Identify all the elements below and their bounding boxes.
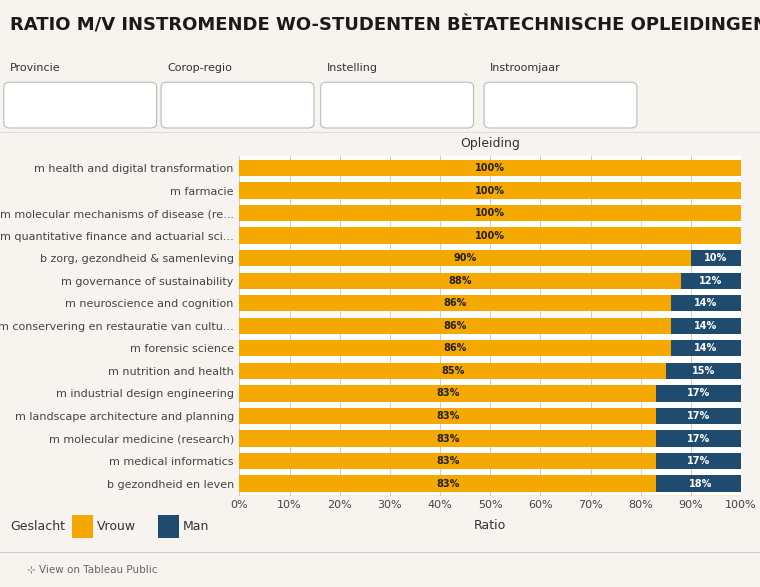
Bar xyxy=(239,430,656,447)
Text: 86%: 86% xyxy=(443,343,467,353)
Text: 85%: 85% xyxy=(441,366,464,376)
Bar xyxy=(239,340,671,356)
Text: 83%: 83% xyxy=(436,389,459,399)
Bar xyxy=(671,340,741,356)
Text: RATIO M/V INSTROMENDE WO-STUDENTEN BÈTATECHNISCHE OPLEIDINGEN: RATIO M/V INSTROMENDE WO-STUDENTEN BÈTAT… xyxy=(10,16,760,35)
Bar xyxy=(666,363,741,379)
Text: 14%: 14% xyxy=(695,321,717,331)
X-axis label: Ratio: Ratio xyxy=(474,518,506,531)
Text: 2023/24: 2023/24 xyxy=(498,100,544,110)
Text: ▼: ▼ xyxy=(294,100,301,110)
Bar xyxy=(239,363,666,379)
Text: Man: Man xyxy=(183,520,210,533)
Text: 100%: 100% xyxy=(475,231,505,241)
Bar xyxy=(239,160,741,176)
Bar xyxy=(239,475,656,492)
Bar xyxy=(239,408,656,424)
Bar xyxy=(671,318,741,334)
Text: 14%: 14% xyxy=(695,343,717,353)
Text: 12%: 12% xyxy=(699,276,723,286)
Bar xyxy=(656,453,741,469)
Text: 86%: 86% xyxy=(443,298,467,308)
Text: 15%: 15% xyxy=(692,366,715,376)
Bar xyxy=(656,385,741,402)
Text: (All): (All) xyxy=(175,100,198,110)
Bar xyxy=(656,430,741,447)
Text: Provincie: Provincie xyxy=(10,63,61,73)
Text: 83%: 83% xyxy=(436,478,459,488)
Text: 83%: 83% xyxy=(436,456,459,466)
Bar xyxy=(239,205,741,221)
Bar xyxy=(239,453,656,469)
Text: 17%: 17% xyxy=(687,389,710,399)
Text: ⊹ View on Tableau Public: ⊹ View on Tableau Public xyxy=(27,564,157,575)
Text: Vrouw: Vrouw xyxy=(97,520,136,533)
Title: Opleiding: Opleiding xyxy=(461,137,520,150)
Bar xyxy=(239,250,691,266)
Text: Corop-regio: Corop-regio xyxy=(167,63,232,73)
Text: 83%: 83% xyxy=(436,434,459,444)
Text: 100%: 100% xyxy=(475,163,505,173)
Text: 90%: 90% xyxy=(454,253,477,263)
Bar xyxy=(656,408,741,424)
Text: Instroomjaar: Instroomjaar xyxy=(490,63,561,73)
Text: Instelling: Instelling xyxy=(327,63,378,73)
Text: 17%: 17% xyxy=(687,434,710,444)
Text: 83%: 83% xyxy=(436,411,459,421)
Text: 18%: 18% xyxy=(689,478,713,488)
Text: 100%: 100% xyxy=(475,185,505,195)
Text: 86%: 86% xyxy=(443,321,467,331)
Text: ▼: ▼ xyxy=(617,100,624,110)
Bar xyxy=(239,385,656,402)
Text: 100%: 100% xyxy=(475,208,505,218)
Bar xyxy=(239,228,741,244)
Text: 10%: 10% xyxy=(705,253,727,263)
Bar xyxy=(239,318,671,334)
Bar xyxy=(239,272,681,289)
Text: 14%: 14% xyxy=(695,298,717,308)
Text: ▼: ▼ xyxy=(137,100,144,110)
Text: 17%: 17% xyxy=(687,411,710,421)
Bar xyxy=(681,272,741,289)
Bar xyxy=(239,295,671,311)
Bar xyxy=(239,183,741,198)
Text: 17%: 17% xyxy=(687,456,710,466)
Bar xyxy=(656,475,746,492)
Text: (All): (All) xyxy=(17,100,40,110)
Text: 88%: 88% xyxy=(448,276,472,286)
Text: (All): (All) xyxy=(334,100,357,110)
Text: Geslacht: Geslacht xyxy=(10,520,65,533)
Text: ▼: ▼ xyxy=(454,100,461,110)
Bar xyxy=(691,250,741,266)
Bar xyxy=(671,295,741,311)
